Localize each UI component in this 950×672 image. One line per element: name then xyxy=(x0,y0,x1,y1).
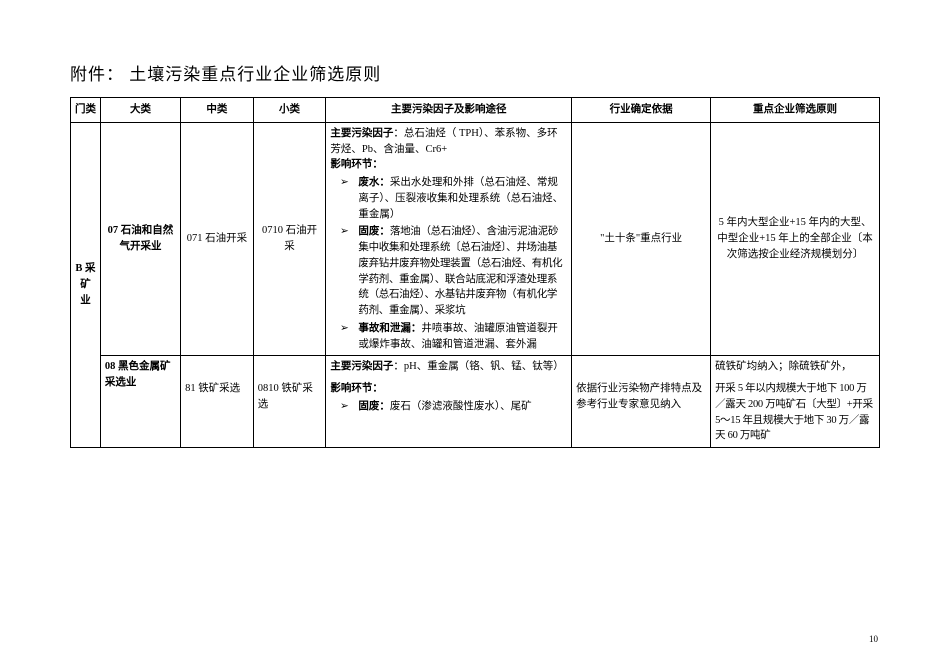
major-cell-2: 08 黑色金属矿采选业 xyxy=(100,356,180,448)
impact-label: 影响环节： xyxy=(330,381,567,397)
bullet-content: 采出水处理和外排（总石油烃、常规离子）、压裂液收集和处理系统（总石油烃、重金属） xyxy=(358,177,563,220)
minor-cell-empty xyxy=(253,356,326,378)
minor-cell-1: 0710 石油开采 xyxy=(253,122,326,356)
table-row: 81 铁矿采选 0810 铁矿采选 影响环节： ➢ 固废：废石（渗滤液酸性废水）… xyxy=(71,378,880,448)
table-row: B 采矿业 07 石油和自然气开采业 071 石油开采 0710 石油开采 主要… xyxy=(71,122,880,356)
principle-cell-1: 5 年内大型企业+15 年内的大型、中型企业+15 年上的全部企业〔本次筛选按企… xyxy=(711,122,880,356)
factor-cell-1: 主要污染因子：总石油烃（ TPH）、苯系物、多环芳烃、Pb、含油量、Cr6+ 影… xyxy=(326,122,572,356)
major-cell-1: 07 石油和自然气开采业 xyxy=(100,122,180,356)
page-number: 10 xyxy=(869,634,878,644)
mid-cell-2: 81 铁矿采选 xyxy=(181,378,254,448)
bullet-label: 事故和泄漏： xyxy=(358,323,421,334)
table-row: 08 黑色金属矿采选业 主要污染因子：pH、重金属（铬、钒、锰、钛等） 硫铁矿均… xyxy=(71,356,880,378)
bullet-item: ➢ 事故和泄漏：井喷事故、油罐原油管道裂开或爆炸事故、油罐和管道泄漏、套外漏 xyxy=(330,321,567,353)
basis-cell-empty xyxy=(572,356,711,378)
factor-cell-2a: 主要污染因子：pH、重金属（铬、钒、锰、钛等） xyxy=(326,356,572,378)
header-principle: 重点企业筛选原则 xyxy=(711,98,880,123)
arrow-icon: ➢ xyxy=(330,321,358,337)
header-gate: 门类 xyxy=(71,98,101,123)
mid-cell-empty xyxy=(181,356,254,378)
arrow-icon: ➢ xyxy=(330,399,358,415)
minor-cell-2: 0810 铁矿采选 xyxy=(253,378,326,448)
bullet-content: 落地油（总石油烃）、含油污泥油泥砂集中收集和处理系统〔总石油烃〕、井场油基废弃钻… xyxy=(358,226,562,316)
basis-cell-1: "土十条"重点行业 xyxy=(572,122,711,356)
header-minor: 小类 xyxy=(253,98,326,123)
header-row: 门类 大类 中类 小类 主要污染因子及影响途径 行业确定依据 重点企业筛选原则 xyxy=(71,98,880,123)
bullet-content: 废石（渗滤液酸性废水）、尾矿 xyxy=(390,401,532,412)
basis-cell-2: 依据行业污染物产排特点及参考行业专家意见纳入 xyxy=(572,378,711,448)
page-title: 附件： 土壤污染重点行业企业筛选原则 xyxy=(70,60,880,85)
bullet-label: 固废： xyxy=(358,401,390,412)
bullet-label: 固废： xyxy=(358,226,390,237)
factor-label: 主要污染因子 xyxy=(330,128,393,139)
arrow-icon: ➢ xyxy=(330,175,358,191)
bullet-item: ➢ 废水：采出水处理和外排（总石油烃、常规离子）、压裂液收集和处理系统（总石油烃… xyxy=(330,175,567,222)
header-factor: 主要污染因子及影响途径 xyxy=(326,98,572,123)
impact-label: 影响环节： xyxy=(330,157,567,173)
arrow-icon: ➢ xyxy=(330,224,358,240)
principle-cell-2a: 硫铁矿均纳入；除硫铁矿外， xyxy=(711,356,880,378)
factor-label: 主要污染因子 xyxy=(330,361,393,372)
mid-cell-1: 071 石油开采 xyxy=(181,122,254,356)
bullet-label: 废水： xyxy=(358,177,390,188)
bullet-item: ➢ 固废：废石（渗滤液酸性废水）、尾矿 xyxy=(330,399,567,415)
main-table: 门类 大类 中类 小类 主要污染因子及影响途径 行业确定依据 重点企业筛选原则 … xyxy=(70,97,880,448)
header-mid: 中类 xyxy=(181,98,254,123)
bullet-item: ➢ 固废：落地油（总石油烃）、含油污泥油泥砂集中收集和处理系统〔总石油烃〕、井场… xyxy=(330,224,567,319)
gate-cell: B 采矿业 xyxy=(71,122,101,447)
factor-text: ：pH、重金属（铬、钒、锰、钛等） xyxy=(393,361,563,372)
principle-cell-2b: 开采 5 年以内规模大于地下 100 万／露天 200 万吨矿石〔大型〕+开采 … xyxy=(711,378,880,448)
factor-cell-2b: 影响环节： ➢ 固废：废石（渗滤液酸性废水）、尾矿 xyxy=(326,378,572,448)
header-major: 大类 xyxy=(100,98,180,123)
header-basis: 行业确定依据 xyxy=(572,98,711,123)
